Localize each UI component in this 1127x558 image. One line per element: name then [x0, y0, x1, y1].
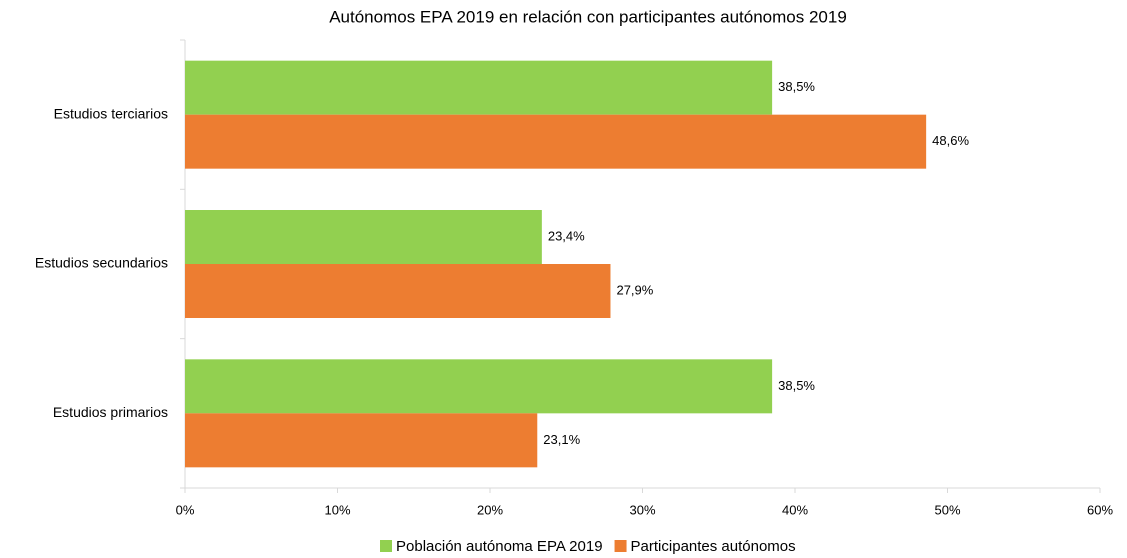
chart-title: Autónomos EPA 2019 en relación con parti…: [329, 7, 847, 26]
data-label: 38,5%: [778, 79, 815, 94]
data-label: 23,1%: [543, 432, 580, 447]
legend-swatch: [614, 540, 627, 552]
legend-label: Participantes autónomos: [631, 538, 796, 555]
x-tick-label: 30%: [629, 502, 655, 517]
data-label: 48,6%: [932, 133, 969, 148]
data-label: 27,9%: [616, 282, 653, 297]
bar: [185, 359, 773, 414]
x-tick-label: 10%: [324, 502, 350, 517]
x-tick-label: 40%: [782, 502, 808, 517]
x-tick-label: 50%: [934, 502, 960, 517]
bar: [185, 264, 611, 318]
bar: [185, 210, 542, 264]
legend-swatch: [380, 540, 392, 552]
y-tick-label: Estudios primarios: [53, 404, 168, 420]
data-label: 23,4%: [548, 228, 585, 243]
y-tick-label: Estudios secundarios: [35, 255, 168, 271]
bar: [185, 413, 538, 468]
bar: [185, 60, 773, 115]
y-tick-label: Estudios terciarios: [54, 105, 168, 121]
bar: [185, 114, 927, 169]
data-label: 38,5%: [778, 378, 815, 393]
x-tick-label: 60%: [1087, 502, 1113, 517]
legend-label: Población autónoma EPA 2019: [396, 538, 603, 555]
x-tick-label: 0%: [176, 502, 195, 517]
x-tick-label: 20%: [477, 502, 503, 517]
